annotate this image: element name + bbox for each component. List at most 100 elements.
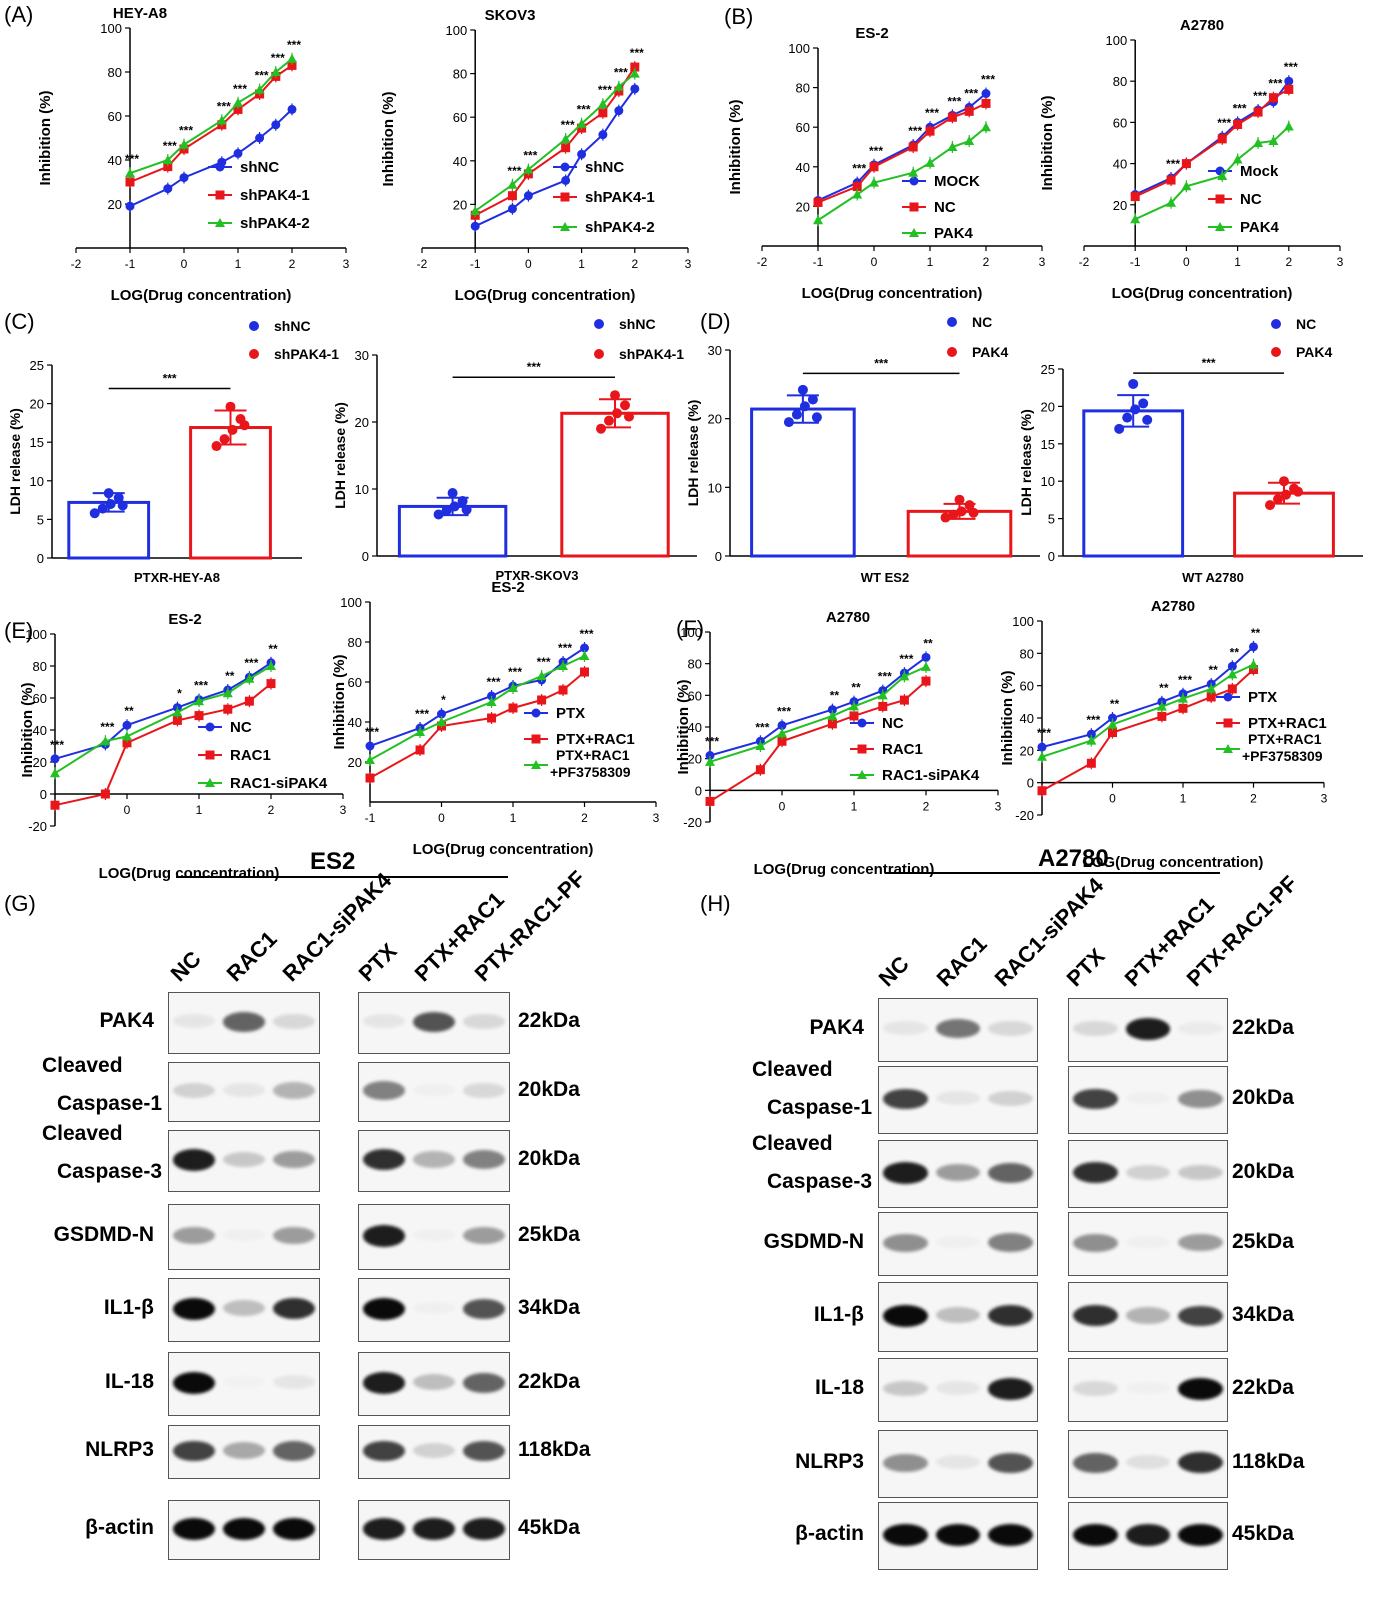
blot-strip <box>1068 1066 1228 1134</box>
data-point <box>219 434 230 445</box>
x-tick-label: -1 <box>125 257 136 271</box>
protein-band <box>273 1375 315 1389</box>
x-tick-label: 1 <box>578 257 585 271</box>
chart-title: A2780 <box>826 609 870 626</box>
protein-band <box>273 1150 315 1169</box>
significance-stars: *** <box>981 73 995 87</box>
molecular-weight-label: 20kDa <box>1232 1086 1294 1109</box>
data-point <box>211 441 222 452</box>
y-tick-label: 20 <box>348 755 362 770</box>
chart-ptxr-skov3-ldh: 0 10 20 30 LDH release (%) PTXR-SKOV3 shNC shPA… <box>332 316 697 583</box>
y-tick-label: 20 <box>688 752 702 767</box>
data-point <box>239 420 250 431</box>
data-point <box>441 505 452 516</box>
significance-stars: *** <box>487 675 501 689</box>
y-axis-label: Inhibition (%) <box>999 671 1016 766</box>
x-tick-label: -2 <box>71 257 82 271</box>
x-tick-label: 0 <box>1109 792 1116 806</box>
significance-stars: *** <box>777 704 791 718</box>
y-axis-label: Inhibition (%) <box>331 655 348 750</box>
significance-stars: ** <box>1159 681 1169 695</box>
significance-stars: *** <box>874 356 888 370</box>
blot-strip <box>1068 1212 1228 1276</box>
molecular-weight-label: 22kDa <box>518 1009 580 1032</box>
legend-label: shNC <box>240 159 279 176</box>
legend-label: NC <box>1240 191 1262 208</box>
significance-stars: ** <box>124 704 134 718</box>
significance-stars: *** <box>508 665 522 679</box>
molecular-weight-label: 118kDa <box>518 1438 591 1461</box>
legend-marker <box>857 770 867 779</box>
protein-band <box>173 1226 215 1245</box>
protein-band <box>935 1524 981 1546</box>
x-tick-label: 3 <box>685 257 692 271</box>
protein-band <box>223 1300 265 1317</box>
data-point <box>948 509 959 520</box>
x-tick-label: 0 <box>779 799 786 813</box>
significance-stars: *** <box>558 641 572 655</box>
panel-letter-d: (D) <box>700 309 731 334</box>
molecular-weight-label: 118kDa <box>1232 1450 1305 1473</box>
protein-label: NLRP3 <box>85 1438 154 1461</box>
data-point <box>461 504 472 515</box>
legend-label: RAC1 <box>882 741 923 758</box>
chart-es2-inhibition: ES-2 -2 -1 0 1 2 3 20 40 60 80 100 LOG(Drug concentr… <box>727 25 1046 302</box>
series-line-nc <box>1134 88 1290 198</box>
protein-band <box>883 1524 928 1546</box>
legend-label: RAC1-siPAK4 <box>230 775 328 792</box>
chart-ptxr-hey-a8-ldh: 0 5 10 15 20 25 LDH release (%) PTXR-HEY-A8 shNC… <box>7 318 339 585</box>
data-point <box>1293 486 1303 497</box>
x-tick-label: 1 <box>510 811 517 825</box>
significance-stars: *** <box>233 82 247 96</box>
protein-band <box>988 1021 1033 1036</box>
x-tick-label: -2 <box>757 255 768 269</box>
protein-band <box>1178 1233 1223 1252</box>
protein-band <box>363 1225 405 1247</box>
legend-label: shPAK4-1 <box>619 346 684 362</box>
protein-label: Cleaved <box>752 1058 833 1081</box>
x-axis-label: LOG(Drug concentration) <box>455 287 636 304</box>
blot-strip <box>878 1282 1038 1352</box>
legend-marker <box>1223 718 1233 728</box>
protein-label: PAK4 <box>809 1016 864 1039</box>
legend-label: shPAK4-1 <box>274 346 339 362</box>
significance-stars: *** <box>163 139 177 153</box>
y-tick-label: 0 <box>1027 776 1034 791</box>
legend-marker <box>531 734 541 744</box>
x-tick-label: 1 <box>235 257 242 271</box>
legend-marker <box>215 190 225 200</box>
protein-band <box>463 1298 505 1319</box>
legend-label: NC <box>230 719 252 736</box>
data-point <box>449 501 460 512</box>
y-tick-label: 80 <box>348 635 362 650</box>
significance-stars: *** <box>255 69 269 83</box>
blot-strip <box>358 1500 510 1560</box>
significance-stars: ** <box>1110 697 1120 711</box>
protein-band <box>463 1518 505 1540</box>
protein-band <box>363 1014 405 1028</box>
significance-stars: *** <box>271 51 285 65</box>
y-tick-label: 40 <box>1113 157 1127 172</box>
legend-marker <box>560 192 570 202</box>
chart-skov3-inhibition: SKOV3 -2 -1 0 1 2 3 20 40 60 80 100 LOG(Drug concent… <box>380 7 692 304</box>
y-tick-label: 20 <box>1020 743 1034 758</box>
y-tick-label: 10 <box>1041 474 1055 489</box>
y-tick-label: 20 <box>453 197 467 212</box>
protein-band <box>1073 1233 1118 1252</box>
y-tick-label: 20 <box>108 197 122 212</box>
data-point <box>447 488 458 499</box>
significance-stars: *** <box>852 162 866 176</box>
protein-label: β-actin <box>795 1522 864 1545</box>
protein-band <box>173 1082 215 1098</box>
legend-marker <box>1215 194 1225 204</box>
protein-band <box>1178 1524 1223 1546</box>
data-point <box>596 423 606 434</box>
molecular-weight-label: 45kDa <box>1232 1522 1294 1545</box>
x-axis-label: LOG(Drug concentration) <box>99 865 280 882</box>
legend-marker <box>531 708 541 718</box>
series-line-ptx-rac1-pf3758309 <box>369 655 585 761</box>
significance-stars: *** <box>577 103 591 117</box>
y-tick-label: 60 <box>796 120 810 135</box>
legend-label: PTX <box>1248 689 1277 706</box>
protein-band <box>173 1440 215 1462</box>
